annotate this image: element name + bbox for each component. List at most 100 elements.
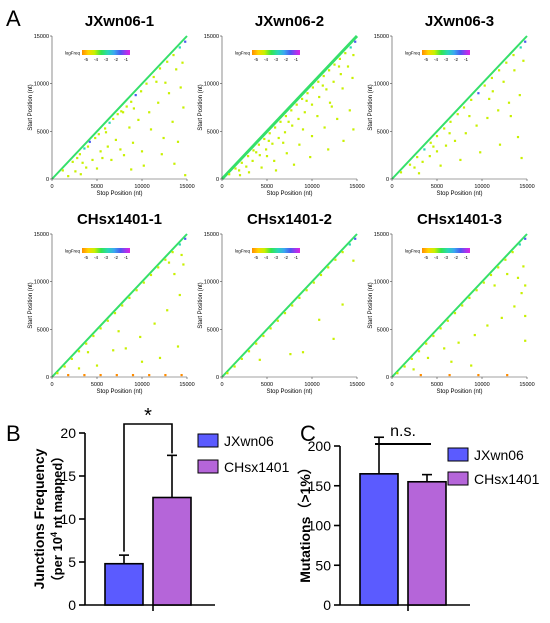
colorbar-tick-label: -2 (284, 255, 288, 260)
junction-point (336, 117, 339, 121)
junction-point (513, 305, 516, 308)
junction-point (493, 284, 496, 287)
junction-point (124, 347, 127, 350)
junction-point (461, 304, 464, 307)
colorbar (422, 50, 470, 55)
y-tick-label: 10 (60, 511, 76, 527)
junction-point (162, 136, 165, 140)
colorbar-tick-label: -2 (454, 255, 458, 260)
junction-point (167, 92, 171, 95)
junction-point (470, 98, 473, 101)
junction-point (443, 347, 446, 350)
junction-point (121, 304, 124, 307)
junction-point (247, 350, 251, 353)
junction-point (267, 139, 270, 142)
junction-point (83, 147, 86, 150)
junction-point (456, 113, 459, 116)
ns-mark: n.s. (390, 423, 416, 440)
junction-point (128, 126, 131, 129)
junction-point (439, 327, 442, 330)
junction-point (164, 81, 167, 84)
heatmap-0: JXwn06-1 0 5000 10000 15000 0 5000 10000 15000 St… (28, 13, 195, 197)
x-tick-label: 15000 (179, 184, 194, 190)
y-axis-label-units-a: （per 10 (50, 537, 65, 588)
junction-point (457, 341, 460, 344)
panel-label-b: B (6, 421, 21, 446)
x-tick-label: 5000 (91, 184, 103, 190)
junction-point (439, 164, 442, 167)
junction-point (184, 40, 187, 43)
junction-point (125, 105, 128, 108)
junction-point (173, 272, 176, 276)
colorbar-tick-label: -1 (124, 255, 128, 260)
junction-point (184, 174, 187, 177)
junction-point (228, 173, 231, 176)
junction-point (142, 164, 145, 167)
junction-point (338, 57, 341, 60)
junction-point (273, 159, 276, 162)
junction-point (115, 373, 118, 377)
junction-point (74, 170, 77, 173)
junction-point (513, 69, 516, 72)
junction-point (63, 365, 66, 368)
junction-point (178, 243, 181, 246)
colorbar-tick-label: -4 (264, 57, 268, 62)
heatmap-title: JXwn06-1 (85, 13, 154, 30)
junction-point (470, 364, 473, 367)
junction-point (153, 322, 156, 325)
junction-point (342, 139, 345, 142)
junction-point (486, 116, 489, 120)
junction-point (160, 153, 163, 156)
colorbar-tick-label: -4 (94, 255, 98, 260)
junction-point (276, 319, 279, 322)
junction-point (522, 265, 525, 268)
junction-point (311, 86, 314, 89)
junction-point (316, 114, 319, 118)
junction-point (446, 319, 449, 322)
junction-point (104, 131, 108, 134)
junction-point (81, 161, 84, 164)
x-tick-label: 15000 (519, 382, 534, 388)
junction-point (274, 169, 278, 172)
junction-point (435, 150, 439, 153)
junction-point (449, 120, 452, 123)
colorbar-tick-label: -1 (294, 255, 298, 260)
colorbar-tick-label: -2 (454, 57, 458, 62)
colorbar-tick-label: -2 (284, 57, 288, 62)
y-tick-label: 0 (386, 375, 389, 381)
legend-label-CHsx1401: CHsx1401 (224, 459, 290, 475)
y-axis-label-units-b: nt mapped） (50, 450, 65, 532)
diagonal-band (220, 34, 359, 181)
junction-point (262, 334, 265, 338)
junction-point (116, 113, 119, 116)
junction-point (352, 259, 355, 262)
colorbar-label: logFreq (405, 249, 421, 254)
heatmap-5: CHsx1401-3 0 5000 10000 15000 0 5000 10000 15000… (368, 211, 535, 395)
y-tick-label: 0 (46, 177, 49, 183)
junction-point (283, 131, 287, 134)
junction-point (298, 143, 301, 146)
junction-point (148, 373, 151, 377)
junction-point (444, 144, 448, 147)
junction-point (70, 357, 73, 360)
legend-swatch-CHsx1401 (197, 459, 219, 474)
junction-point (179, 86, 182, 89)
junction-point (337, 65, 341, 68)
y-axis-label: Start Position (nt) (198, 282, 204, 328)
junction-point (412, 368, 415, 371)
junction-point (448, 132, 451, 135)
y-tick-label: 10000 (34, 82, 49, 88)
junction-point (516, 276, 520, 279)
colorbar-tick-label: -1 (464, 255, 468, 260)
junction-point (520, 292, 523, 295)
bar-JXwn06 (104, 562, 144, 606)
junction-point (468, 296, 471, 299)
y-tick-label: 0 (323, 597, 331, 613)
junction-point (475, 289, 478, 292)
junction-point (509, 114, 512, 118)
junction-point (131, 373, 135, 377)
y-tick-label: 5000 (377, 129, 389, 135)
junction-point (164, 258, 167, 261)
x-axis-label: Stop Position (nt) (96, 191, 142, 197)
junction-point (247, 171, 251, 174)
